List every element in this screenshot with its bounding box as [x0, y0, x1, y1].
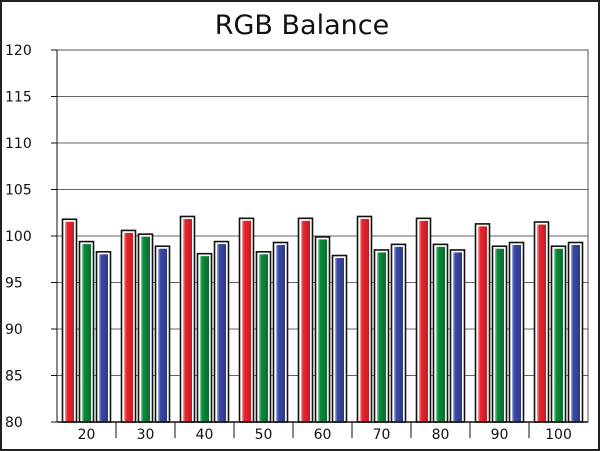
bar	[554, 248, 563, 422]
bar	[276, 245, 285, 422]
bar	[183, 218, 192, 422]
bar	[65, 221, 74, 422]
bar	[200, 256, 209, 422]
bar	[242, 220, 251, 422]
xtick-label: 50	[255, 427, 273, 443]
bars	[61, 215, 584, 423]
tick-labels: 80 85 90 95 100 105 110 115 120 20 30 40 50 60 70 80 90 1…	[5, 43, 572, 443]
bar	[495, 248, 504, 422]
bar	[377, 252, 386, 422]
bar	[82, 244, 91, 422]
axes	[51, 49, 589, 438]
bar	[318, 239, 327, 422]
xtick-label: 80	[432, 427, 450, 443]
xtick-label: 90	[491, 427, 509, 443]
ytick-label: 115	[5, 90, 32, 106]
bar	[537, 224, 546, 422]
ytick-label: 80	[5, 415, 23, 431]
ytick-label: 110	[5, 136, 32, 152]
bar	[158, 248, 167, 422]
bar	[419, 220, 428, 422]
bar	[360, 218, 369, 422]
xtick-label: 100	[545, 427, 572, 443]
bar	[141, 236, 150, 422]
chart-title: RGB Balance	[214, 10, 390, 41]
bar	[124, 232, 133, 422]
bar	[436, 246, 445, 422]
ytick-label: 95	[5, 276, 23, 292]
xtick-label: 30	[137, 427, 155, 443]
bar	[512, 245, 521, 422]
bar	[301, 220, 310, 422]
bar	[394, 246, 403, 422]
ytick-label: 90	[5, 322, 23, 338]
xtick-label: 60	[314, 427, 332, 443]
bar	[335, 258, 344, 422]
bar	[259, 254, 268, 422]
ytick-label: 85	[5, 369, 23, 385]
ytick-label: 105	[5, 183, 32, 199]
bar	[478, 226, 487, 422]
ytick-label: 100	[5, 229, 32, 245]
bar	[571, 245, 580, 422]
bar	[217, 244, 226, 422]
bar	[99, 254, 108, 422]
xtick-label: 20	[78, 427, 96, 443]
xtick-label: 40	[196, 427, 214, 443]
bar	[453, 252, 462, 422]
ytick-label: 120	[5, 43, 32, 59]
xtick-label: 70	[373, 427, 391, 443]
